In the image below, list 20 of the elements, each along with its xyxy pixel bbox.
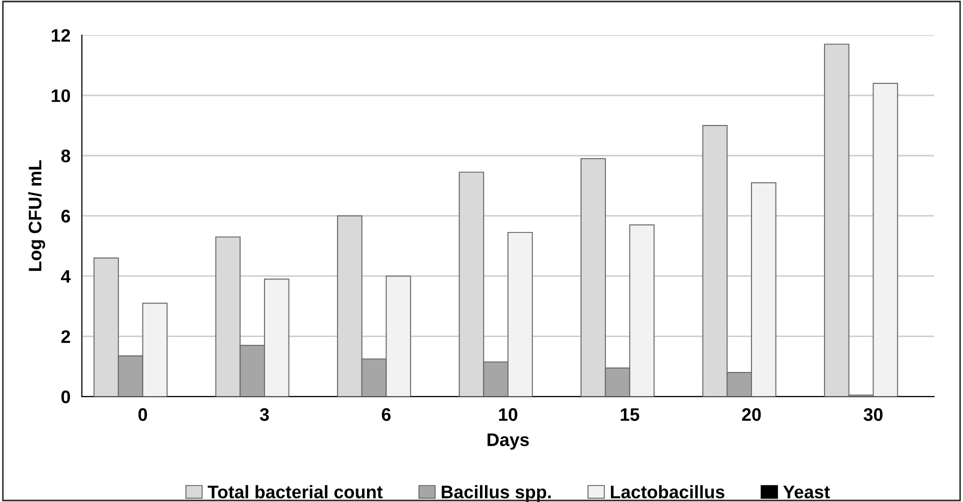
x-tick-label: 0 <box>138 408 148 421</box>
x-tick-label: 3 <box>260 408 269 421</box>
y-tick-label: 0 <box>61 390 70 404</box>
x-tick-label: 30 <box>864 408 883 421</box>
legend-label: Yeast <box>783 486 830 498</box>
legend-label: Bacillus spp. <box>442 485 551 502</box>
x-tick-label: 6 <box>382 408 391 421</box>
x-tick-label: 15 <box>620 408 640 421</box>
legend-label: Lactobacillus <box>610 485 724 498</box>
y-tick-label: 6 <box>61 210 70 223</box>
x-tick-label: 10 <box>499 408 518 421</box>
legend-label: Total bacterial count <box>208 485 383 498</box>
y-tick-label: 2 <box>61 330 70 343</box>
y-tick-label: 8 <box>61 150 70 162</box>
x-axis-title: Days <box>488 434 529 450</box>
y-tick-label: 4 <box>60 270 71 283</box>
y-axis-title: Log CFU/ mL <box>28 160 46 271</box>
x-tick-label: 20 <box>742 408 761 421</box>
y-tick-label: 12 <box>52 29 70 42</box>
y-tick-label: 10 <box>52 89 70 102</box>
